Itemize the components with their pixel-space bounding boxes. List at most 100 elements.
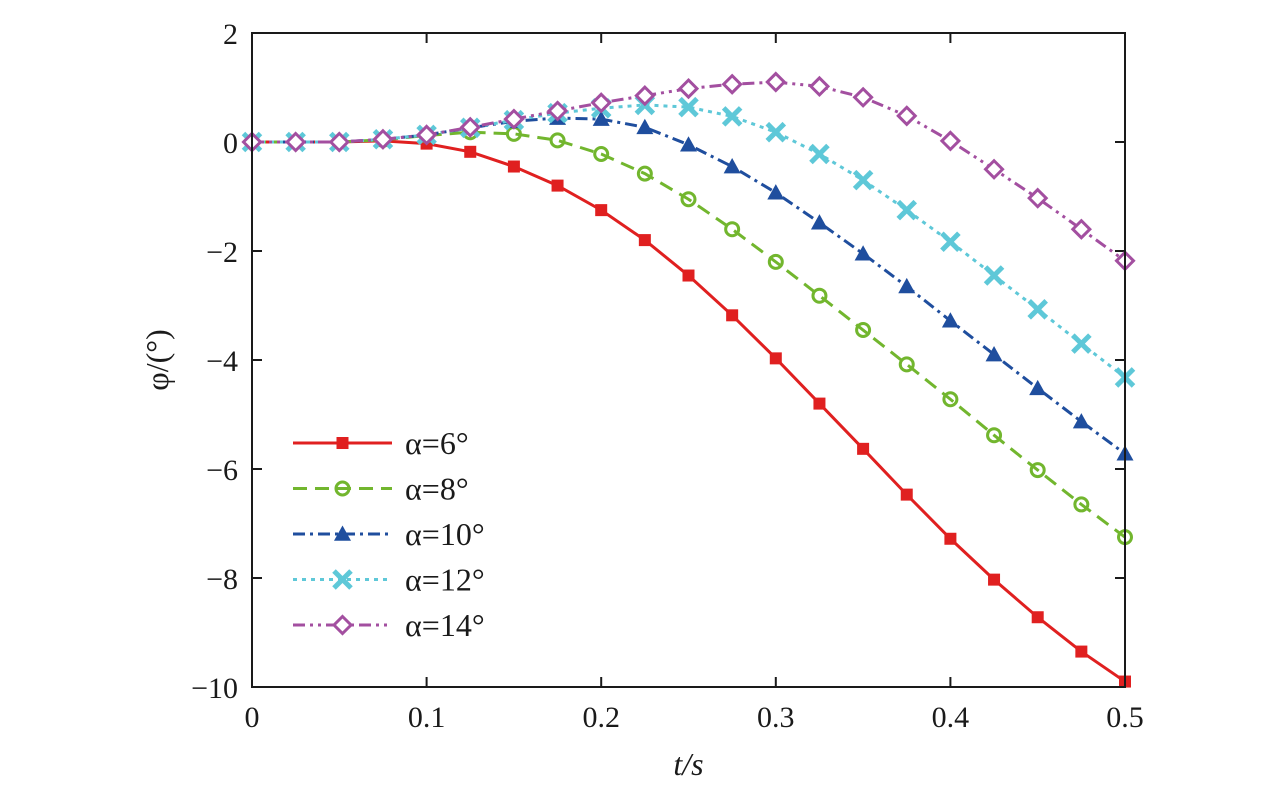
data-point-marker bbox=[988, 573, 1001, 586]
data-point-marker bbox=[726, 309, 739, 322]
x-tick-label: 0.1 bbox=[408, 701, 446, 734]
data-point-marker bbox=[983, 158, 1005, 180]
y-tick-label: 0 bbox=[223, 127, 238, 160]
marker-stroke bbox=[1027, 299, 1048, 320]
data-point-marker bbox=[551, 179, 564, 192]
data-point-marker bbox=[546, 100, 569, 122]
y-tick-label: −8 bbox=[206, 563, 238, 596]
legend-item: α=8° bbox=[293, 471, 469, 507]
data-point-marker bbox=[680, 191, 697, 208]
legend-item: α=10° bbox=[293, 516, 485, 552]
data-point-marker bbox=[811, 287, 828, 304]
legend: α=6° α=8° α=10° α=12° α=14° bbox=[293, 425, 485, 643]
data-point-marker bbox=[852, 169, 874, 191]
data-point-marker bbox=[769, 352, 782, 365]
marker-stroke bbox=[1071, 333, 1092, 354]
data-point-marker bbox=[285, 131, 307, 153]
y-tick-label: −4 bbox=[206, 345, 238, 378]
data-point-marker bbox=[809, 143, 830, 165]
data-point-marker bbox=[682, 269, 695, 282]
data-point-marker bbox=[1027, 299, 1048, 320]
data-point-marker bbox=[503, 108, 525, 130]
series-5 bbox=[241, 71, 1136, 272]
marker-stroke bbox=[983, 265, 1005, 286]
series-line bbox=[252, 103, 1126, 379]
x-tick-label: 0.3 bbox=[757, 701, 795, 734]
legend-item: α=6° bbox=[293, 425, 469, 461]
data-point-marker bbox=[415, 124, 438, 146]
x-tick-label: 0.4 bbox=[932, 701, 970, 734]
data-point-marker bbox=[857, 442, 870, 455]
data-point-marker bbox=[852, 86, 874, 108]
data-point-marker bbox=[372, 128, 394, 150]
data-point-marker bbox=[900, 488, 913, 501]
data-point-marker bbox=[1027, 187, 1049, 209]
data-point-marker bbox=[590, 92, 612, 114]
legend-label: α=10° bbox=[405, 516, 485, 552]
legend-label: α=8° bbox=[405, 471, 469, 507]
data-point-marker bbox=[939, 130, 962, 152]
legend-label: α=14° bbox=[405, 607, 485, 643]
data-point-marker bbox=[983, 265, 1005, 286]
marker-stroke bbox=[678, 96, 699, 118]
x-tick-label: 0 bbox=[245, 701, 260, 734]
data-point-marker bbox=[1073, 496, 1090, 513]
data-point-marker bbox=[808, 75, 831, 98]
data-point-marker bbox=[986, 427, 1003, 444]
data-point-marker bbox=[680, 136, 697, 152]
data-point-marker bbox=[507, 160, 520, 173]
data-point-marker bbox=[898, 356, 915, 373]
data-point-marker bbox=[723, 158, 741, 174]
data-point-marker bbox=[810, 214, 828, 230]
legend-label: α=12° bbox=[405, 562, 485, 598]
data-point-marker bbox=[638, 234, 651, 247]
data-point-marker bbox=[634, 85, 656, 107]
data-point-marker bbox=[595, 204, 608, 217]
data-point-marker bbox=[985, 346, 1003, 362]
data-point-marker bbox=[813, 397, 826, 410]
plot-frame bbox=[251, 32, 1126, 688]
data-point-marker bbox=[459, 116, 481, 138]
y-tick-label: −6 bbox=[206, 454, 238, 487]
legend-item: α=12° bbox=[293, 562, 485, 598]
data-point-marker bbox=[1029, 462, 1046, 479]
data-point-marker bbox=[334, 480, 351, 497]
data-point-marker bbox=[855, 322, 872, 339]
x-tick-label: 0.2 bbox=[582, 701, 620, 734]
data-point-marker bbox=[549, 132, 566, 149]
data-point-marker bbox=[677, 77, 700, 100]
data-point-marker bbox=[942, 391, 959, 408]
x-tick-label: 0.5 bbox=[1106, 701, 1144, 734]
data-point-marker bbox=[636, 165, 653, 182]
data-point-marker bbox=[328, 131, 350, 153]
data-point-marker bbox=[767, 184, 785, 200]
x-axis-label: t/s bbox=[673, 746, 703, 782]
data-point-marker bbox=[1072, 413, 1090, 429]
data-point-marker bbox=[767, 253, 784, 270]
data-point-marker bbox=[724, 221, 741, 238]
data-point-marker bbox=[944, 532, 957, 545]
data-point-marker bbox=[334, 525, 351, 541]
data-point-marker bbox=[336, 437, 349, 449]
data-point-marker bbox=[464, 145, 477, 158]
y-axis-label: φ/(°) bbox=[139, 329, 175, 390]
series-line bbox=[252, 139, 1126, 683]
marker-stroke bbox=[940, 231, 961, 253]
y-tick-label: −2 bbox=[206, 236, 238, 269]
legend-label: α=6° bbox=[405, 425, 469, 461]
data-point-marker bbox=[940, 231, 961, 253]
y-tick-label: −10 bbox=[191, 672, 238, 705]
data-point-marker bbox=[636, 118, 654, 135]
data-point-marker bbox=[765, 121, 787, 143]
data-point-marker bbox=[721, 73, 743, 95]
data-point-marker bbox=[941, 312, 959, 328]
legend-item: α=14° bbox=[293, 607, 485, 643]
series-2 bbox=[244, 124, 1133, 546]
data-point-marker bbox=[721, 106, 743, 127]
data-point-marker bbox=[898, 277, 916, 294]
series-1 bbox=[246, 134, 1131, 688]
series-layer bbox=[241, 71, 1136, 688]
marker-stroke bbox=[852, 169, 874, 191]
